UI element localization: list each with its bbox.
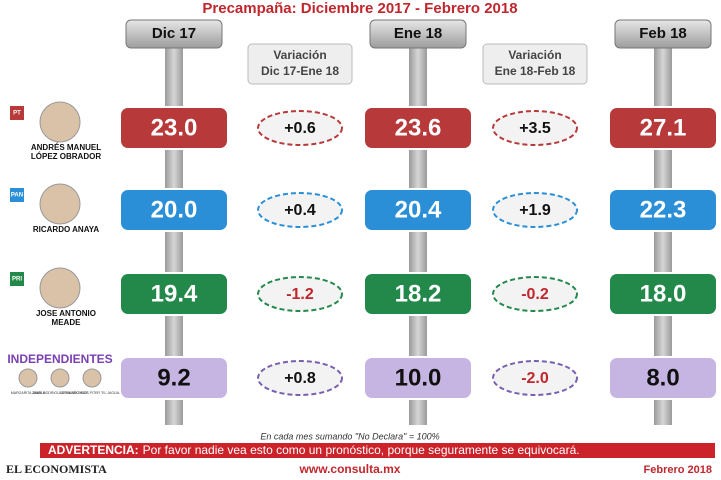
column-header-box [482, 43, 588, 85]
party-logo [10, 188, 24, 202]
column-header: Variación [508, 48, 561, 62]
column-header-box [247, 43, 353, 85]
value-box [363, 356, 473, 400]
value-box [363, 188, 473, 232]
candidate-name: RICARDO ANAYA [33, 225, 99, 234]
value: 19.4 [151, 280, 198, 307]
candidate-name: LÓPEZ OBRADOR [31, 152, 101, 161]
party-logo [10, 272, 24, 286]
value: 18.2 [395, 280, 442, 307]
value: 22.3 [640, 196, 687, 223]
party: PAN [11, 193, 23, 199]
value: 23.6 [395, 114, 442, 141]
variation-ellipse [257, 192, 343, 228]
value-box [119, 272, 229, 316]
value-box [608, 188, 718, 232]
variation-ellipse [492, 276, 578, 312]
variation-ellipse [257, 360, 343, 396]
variation: -0.2 [521, 286, 549, 303]
value: 8.0 [646, 364, 679, 391]
variation: +1.9 [519, 202, 551, 219]
value: 9.2 [157, 364, 190, 391]
column-header: Variación [273, 48, 326, 62]
value: 20.0 [151, 196, 198, 223]
value-box [119, 106, 229, 150]
photo [39, 101, 81, 143]
column-header-box [125, 19, 223, 49]
party: PRI [12, 277, 22, 283]
sub-name: JAIME RODRIGUEZ "EL BRONCO" [32, 391, 89, 395]
value-box [608, 356, 718, 400]
variation-ellipse [492, 110, 578, 146]
variation-ellipse [492, 192, 578, 228]
column-header: Ene 18 [394, 25, 442, 42]
variation: -1.2 [286, 286, 314, 303]
column-header: Dic 17 [152, 25, 196, 42]
variation: +0.8 [284, 370, 316, 387]
column-header-box [369, 19, 467, 49]
variation-ellipse [492, 360, 578, 396]
variation: +0.6 [284, 120, 316, 137]
value: 10.0 [395, 364, 442, 391]
candidate-name: ANDRÉS MANUEL [31, 143, 101, 152]
group-name: INDEPENDIENTES [7, 352, 112, 366]
party: PT [13, 111, 21, 117]
candidate-name: MEADE [52, 318, 82, 327]
brand: EL ECONOMISTA [6, 462, 107, 476]
url: www.consulta.mx [299, 462, 401, 476]
column-header: Feb 18 [639, 25, 687, 42]
photo [18, 368, 38, 388]
photo [39, 267, 81, 309]
value: 20.4 [395, 196, 442, 223]
photo [39, 183, 81, 225]
warning: ADVERTENCIA: Por favor nadie vea esto com… [48, 443, 580, 457]
variation: -2.0 [521, 370, 549, 387]
note: En cada mes sumando "No Declara" = 100% [260, 431, 439, 441]
party-logo [10, 106, 24, 120]
value-box [119, 188, 229, 232]
value: 23.0 [151, 114, 198, 141]
variation-ellipse [257, 110, 343, 146]
column-header: Dic 17-Ene 18 [261, 64, 339, 78]
sub-name: ARMANDO RIOS PITER "EL JAGUAR" [61, 391, 123, 395]
title: Precampaña: Diciembre 2017 - Febrero 201… [202, 0, 517, 17]
column-header-box [614, 19, 712, 49]
value-box [608, 272, 718, 316]
variation: +0.4 [284, 202, 316, 219]
value: 27.1 [640, 114, 687, 141]
value-box [608, 106, 718, 150]
photo [82, 368, 102, 388]
value-box [363, 272, 473, 316]
candidate-name: JOSE ANTONIO [36, 309, 96, 318]
warning-label: ADVERTENCIA: [48, 443, 139, 457]
sub-name: MARGARITA ZAVALA [11, 391, 46, 395]
column-header: Ene 18-Feb 18 [495, 64, 576, 78]
variation-ellipse [257, 276, 343, 312]
variation: +3.5 [519, 120, 551, 137]
date: Febrero 2018 [644, 464, 712, 476]
warning-text: Por favor nadie vea esto como un pronóst… [143, 443, 580, 457]
value-box [363, 106, 473, 150]
photo [50, 368, 70, 388]
value-box [119, 356, 229, 400]
warning-bar [40, 443, 715, 458]
value: 18.0 [640, 280, 687, 307]
